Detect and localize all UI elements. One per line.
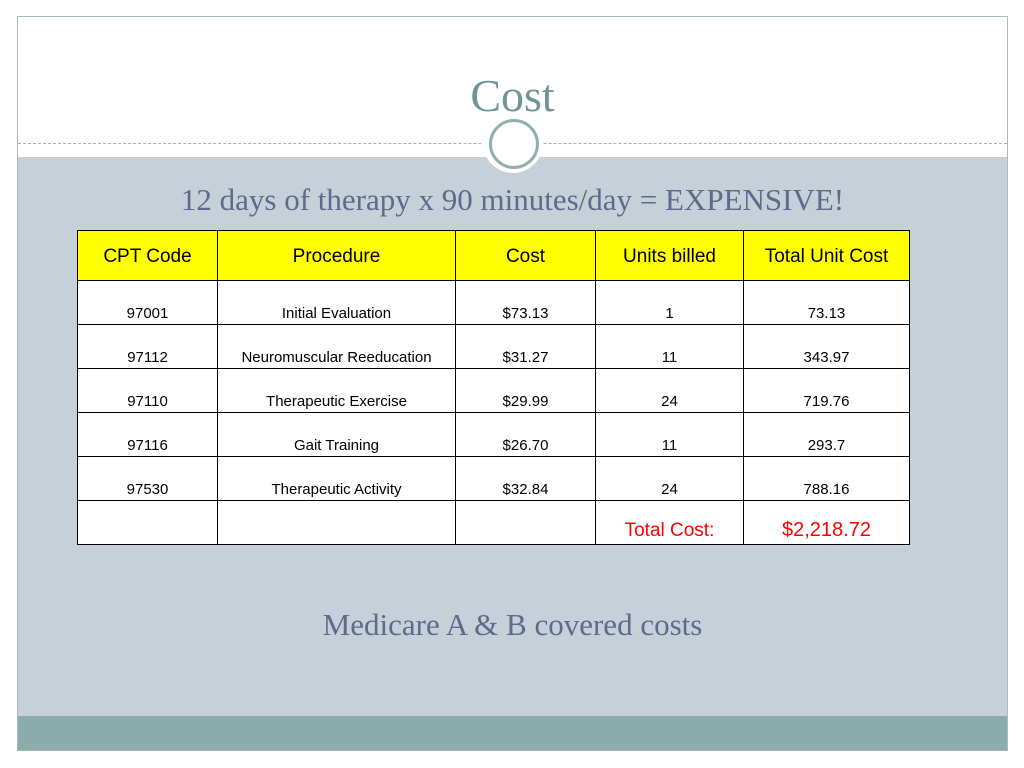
cell-total-unit-cost: 719.76: [743, 368, 910, 413]
cell-procedure: Gait Training: [217, 412, 456, 457]
cell-cost: $32.84: [455, 456, 596, 501]
slide: Cost 12 days of therapy x 90 minutes/day…: [17, 16, 1008, 751]
cell-units-billed: 24: [595, 456, 744, 501]
cell-procedure: Neuromuscular Reeducation: [217, 324, 456, 369]
cell-total-unit-cost: 73.13: [743, 280, 910, 325]
cell-total-unit-cost: 343.97: [743, 324, 910, 369]
cell-cpt-code: 97116: [77, 412, 218, 457]
cell-cost: $26.70: [455, 412, 596, 457]
cell-procedure: Therapeutic Exercise: [217, 368, 456, 413]
cost-table: CPT Code Procedure Cost Units billed Tot…: [77, 230, 910, 545]
cell-procedure: Therapeutic Activity: [217, 456, 456, 501]
header-cost: Cost: [455, 230, 596, 281]
cell-cpt-code: 97001: [77, 280, 218, 325]
cell-units-billed: 1: [595, 280, 744, 325]
slide-title: Cost: [470, 70, 555, 121]
cell-cpt-code: 97530: [77, 456, 218, 501]
cell-empty: [217, 500, 456, 545]
cell-cpt-code: 97110: [77, 368, 218, 413]
table-header-row: CPT Code Procedure Cost Units billed Tot…: [77, 230, 910, 281]
cell-total-unit-cost: 293.7: [743, 412, 910, 457]
medicare-note: Medicare A & B covered costs: [322, 607, 703, 642]
cell-cpt-code: 97112: [77, 324, 218, 369]
total-cost-value: $2,218.72: [743, 500, 910, 545]
table-row: 97001 Initial Evaluation $73.13 1 73.13: [77, 280, 910, 325]
table-row: 97530 Therapeutic Activity $32.84 24 788…: [77, 456, 910, 501]
header-cpt-code: CPT Code: [77, 230, 218, 281]
cell-cost: $73.13: [455, 280, 596, 325]
cell-total-unit-cost: 788.16: [743, 456, 910, 501]
cell-empty: [77, 500, 218, 545]
cell-cost: $31.27: [455, 324, 596, 369]
cell-cost: $29.99: [455, 368, 596, 413]
table-row: 97112 Neuromuscular Reeducation $31.27 1…: [77, 324, 910, 369]
slide-subtitle: 12 days of therapy x 90 minutes/day = EX…: [180, 182, 845, 217]
header-units-billed: Units billed: [595, 230, 744, 281]
header-total-unit-cost: Total Unit Cost: [743, 230, 910, 281]
table-row: 97116 Gait Training $26.70 11 293.7: [77, 412, 910, 457]
header-procedure: Procedure: [217, 230, 456, 281]
cell-units-billed: 24: [595, 368, 744, 413]
cell-procedure: Initial Evaluation: [217, 280, 456, 325]
table-total-row: Total Cost: $2,218.72: [77, 500, 910, 545]
total-cost-label: Total Cost:: [595, 500, 744, 545]
circle-ornament-icon: [483, 113, 543, 173]
footer-bar: [18, 716, 1007, 750]
cell-units-billed: 11: [595, 324, 744, 369]
cell-units-billed: 11: [595, 412, 744, 457]
table-row: 97110 Therapeutic Exercise $29.99 24 719…: [77, 368, 910, 413]
cell-empty: [455, 500, 596, 545]
